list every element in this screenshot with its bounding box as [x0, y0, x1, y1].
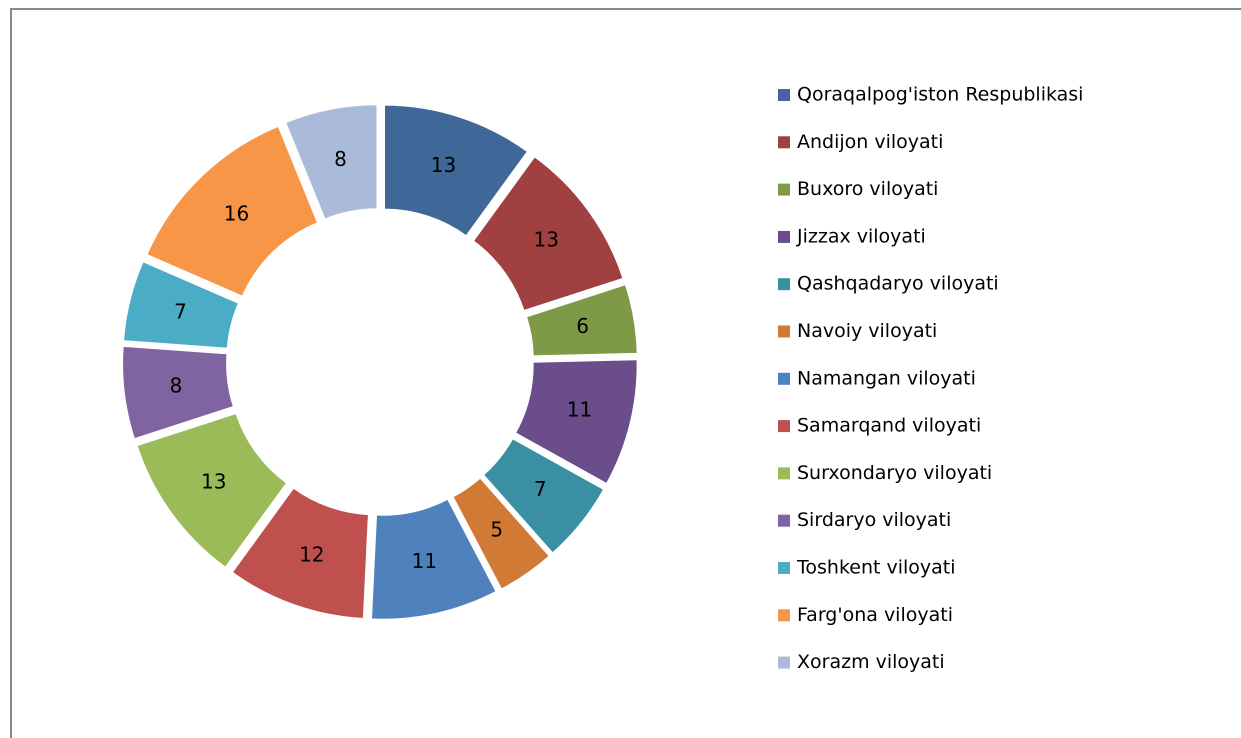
legend-swatch — [778, 136, 790, 149]
donut-segment — [471, 154, 625, 313]
legend-swatch — [778, 278, 790, 291]
legend-label: Namangan viloyati — [797, 367, 976, 389]
donut-segment — [135, 411, 289, 570]
legend-label: Jizzax viloyati — [796, 225, 926, 247]
donut-segment — [524, 282, 639, 358]
donut-segment — [481, 436, 606, 555]
legend-swatch — [778, 325, 790, 338]
legend-label: Buxoro viloyati — [797, 178, 938, 200]
legend-swatch — [778, 467, 790, 480]
donut-segment — [451, 476, 552, 591]
legend-label: Navoiy viloyati — [797, 320, 937, 342]
data-label: 11 — [412, 549, 437, 573]
data-label: 7 — [174, 299, 187, 323]
data-label: 11 — [567, 398, 592, 422]
data-label: 12 — [299, 542, 324, 566]
legend-label: Toshkent viloyati — [796, 557, 956, 579]
legend-label: Sirdaryo viloyati — [797, 509, 951, 531]
legend-swatch — [778, 514, 790, 527]
legend-label: Qoraqalpog'iston Respublikasi — [797, 84, 1083, 106]
data-label: 16 — [224, 201, 249, 225]
legend-label: Samarqand viloyati — [797, 415, 981, 437]
data-label: 8 — [170, 373, 183, 397]
legend-swatch — [778, 183, 790, 196]
data-label: 13 — [534, 228, 559, 252]
legend-swatch — [778, 420, 790, 433]
data-label: 13 — [431, 153, 456, 177]
data-label: 13 — [201, 469, 226, 493]
legend-label: Farg'ona viloyati — [797, 604, 953, 626]
legend-label: Xorazm viloyati — [797, 651, 945, 673]
legend-swatch — [778, 609, 790, 622]
donut-segment — [230, 486, 370, 621]
data-label: 7 — [534, 477, 547, 501]
data-label: 6 — [576, 314, 589, 338]
legend-label: Surxondaryo viloyati — [797, 462, 992, 484]
data-label: 8 — [334, 147, 347, 171]
donut-segment — [121, 259, 241, 350]
legend-swatch — [778, 230, 790, 243]
legend-swatch — [778, 372, 790, 385]
donut-segment — [121, 344, 236, 441]
donut-segment — [383, 103, 530, 238]
donut-segment — [144, 124, 320, 299]
data-label: 5 — [490, 518, 503, 542]
legend-swatch — [778, 656, 790, 669]
legend-swatch — [778, 89, 790, 101]
legend-swatch — [778, 562, 790, 574]
donut-segment — [369, 497, 499, 621]
donut-segment — [283, 103, 379, 221]
legend-label: Qashqadaryo viloyati — [797, 273, 999, 295]
legend-label: Andijon viloyati — [797, 131, 943, 153]
donut-segment — [513, 358, 639, 486]
